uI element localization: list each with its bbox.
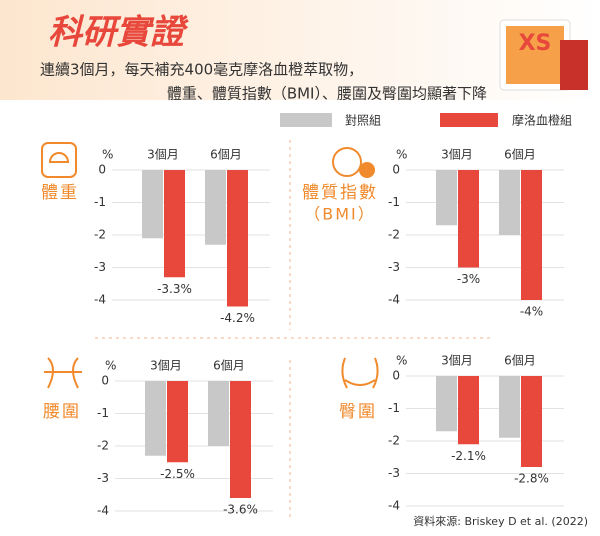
y-tick-label: -1 [388, 401, 400, 415]
icons [41, 142, 379, 389]
bar [499, 170, 520, 235]
x-category-label: 3個月 [147, 148, 179, 162]
value-label: -2.8% [514, 472, 549, 486]
y-tick-label: -2 [94, 228, 106, 242]
bar [521, 376, 542, 467]
legend-label: 對照組 [345, 114, 381, 128]
y-tick-label: -4 [97, 504, 109, 518]
value-label: -3.3% [157, 282, 192, 296]
y-tick-label: 0 [98, 163, 106, 177]
bar [499, 376, 520, 438]
y-tick-label: -3 [97, 471, 109, 485]
bar [145, 381, 166, 456]
y-unit: % [105, 359, 116, 373]
product: XS [499, 19, 588, 91]
title: 科研實證 [48, 13, 189, 53]
y-tick-label: -2 [388, 434, 400, 448]
y-unit: % [102, 148, 113, 162]
y-tick-label: -1 [97, 406, 109, 420]
x-category-label: 6個月 [213, 359, 245, 373]
x-category-label: 6個月 [210, 148, 242, 162]
x-category-label: 3個月 [441, 354, 473, 368]
x-category-label: 3個月 [441, 148, 473, 162]
y-tick-label: 0 [392, 369, 400, 383]
subtitle: 體重、體質指數（BMI）、腰圍及臀圍均顯著下降 [167, 85, 487, 103]
bar [164, 170, 185, 278]
value-label: -2.1% [451, 449, 486, 463]
value-label: -2.5% [160, 467, 195, 481]
bar [230, 381, 251, 498]
bar [436, 376, 457, 432]
panel-title: 臀圍 [339, 402, 377, 422]
value-label: -4.2% [220, 311, 255, 325]
bar [205, 170, 226, 245]
y-tick-label: 0 [101, 374, 109, 388]
bar [167, 381, 188, 463]
bar [436, 170, 457, 226]
panel-title: 腰圍 [43, 402, 81, 422]
panel-title: 體質指數 [302, 183, 378, 203]
y-tick-label: 0 [392, 163, 400, 177]
y-tick-label: -4 [94, 293, 106, 307]
value-label: -3% [457, 272, 480, 286]
panel-title: 體重 [41, 183, 79, 203]
y-tick-label: -4 [388, 499, 400, 513]
legend-swatch [440, 113, 498, 127]
value-label: -3.6% [223, 503, 258, 517]
y-tick-label: -2 [388, 228, 400, 242]
bar [208, 381, 229, 446]
y-tick-label: -3 [388, 260, 400, 274]
value-label: -4% [520, 305, 543, 319]
legend-swatch [280, 113, 332, 127]
y-tick-label: -3 [388, 466, 400, 480]
source: 資料來源: Briskey D et al. (2022) [413, 514, 588, 528]
x-category-label: 3個月 [150, 359, 182, 373]
legend-label: 摩洛血橙組 [512, 113, 572, 128]
y-unit: % [396, 148, 407, 162]
bar [142, 170, 163, 239]
y-tick-label: -1 [94, 195, 106, 209]
y-tick-label: -3 [94, 260, 106, 274]
bar [458, 376, 479, 445]
panel-subtitle: （BMI） [304, 205, 376, 224]
x-category-label: 6個月 [504, 354, 536, 368]
bar [458, 170, 479, 268]
y-unit: % [396, 354, 407, 368]
dividers [95, 140, 490, 520]
y-tick-label: -2 [97, 439, 109, 453]
bar [227, 170, 248, 307]
svg-text:XS: XS [519, 31, 552, 56]
subtitle: 連續3個月，每天補充400毫克摩洛血橙萃取物， [40, 61, 363, 79]
y-tick-label: -4 [388, 293, 400, 307]
x-category-label: 6個月 [504, 148, 536, 162]
bar [521, 170, 542, 300]
y-tick-label: -1 [388, 195, 400, 209]
